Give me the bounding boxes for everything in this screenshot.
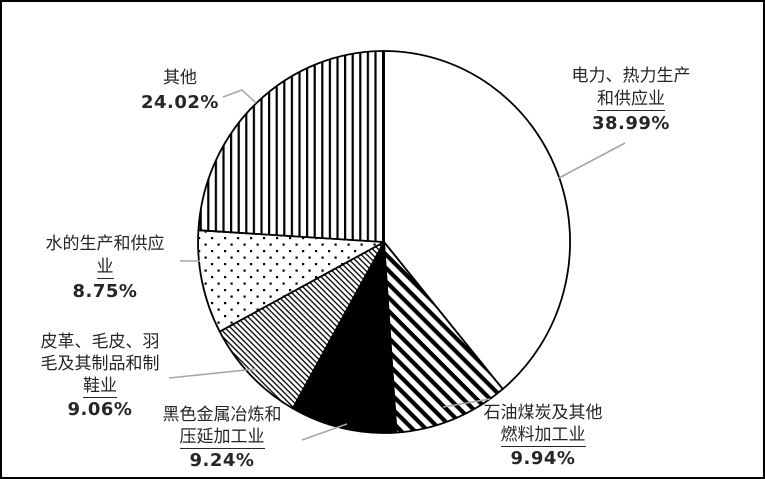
leader-line-pige [168,368,257,379]
leader-line-shiyou [442,398,491,408]
slice-label-qita: 其他 24.02% [118,66,242,116]
slice-label-percent: 9.94% [510,448,576,469]
slice-label-name-line: 燃料加工业 [500,425,586,447]
slice-label-heise: 黑色金属冶炼和 压延加工业 9.24% [138,404,306,474]
slice-label-pige: 皮革、毛皮、羽 毛及其制品和制 鞋业 9.06% [16,331,184,423]
pie-slice-6 [197,50,385,243]
slice-label-name-line: 其他 [163,68,197,88]
slice-label-name-line: 电力、热力生产 [571,66,691,86]
slice-label-percent: 24.02% [141,92,219,113]
pie-slice-2 [383,241,504,434]
slice-label-dianli: 电力、热力生产 和供应业 38.99% [540,64,722,137]
pie-slice-3 [291,241,398,434]
slice-label-name-line: 黑色金属冶炼和 [162,405,282,425]
pie-slice-5 [197,229,385,333]
pie-slices [197,50,571,434]
slice-label-name-line: 压延加工业 [179,427,265,449]
slice-label-percent: 9.06% [67,399,133,420]
leader-line-heise [301,423,348,441]
slice-label-percent: 8.75% [72,281,138,302]
slice-label-name-line: 毛及其制品和制 [40,354,160,374]
leader-line-dianli [558,142,626,179]
slice-label-name-line: 和供应业 [597,89,665,111]
slice-label-name-line: 石油煤炭及其他 [483,403,603,423]
leader-line-qita [222,89,257,104]
slice-label-percent: 38.99% [592,113,670,134]
leader-lines [168,89,626,441]
slice-label-shui: 水的生产和供应 业 8.75% [22,232,188,305]
slice-label-percent: 9.24% [189,450,255,471]
slice-label-shiyou: 石油煤炭及其他 燃料加工业 9.94% [458,402,628,472]
slice-label-name-line: 业 [96,257,114,279]
slice-label-name-line: 皮革、毛皮、羽 [40,332,160,352]
slice-label-name-line: 水的生产和供应 [45,234,165,254]
slice-label-name-line: 鞋业 [83,376,117,398]
pie-slice-4 [218,241,385,410]
